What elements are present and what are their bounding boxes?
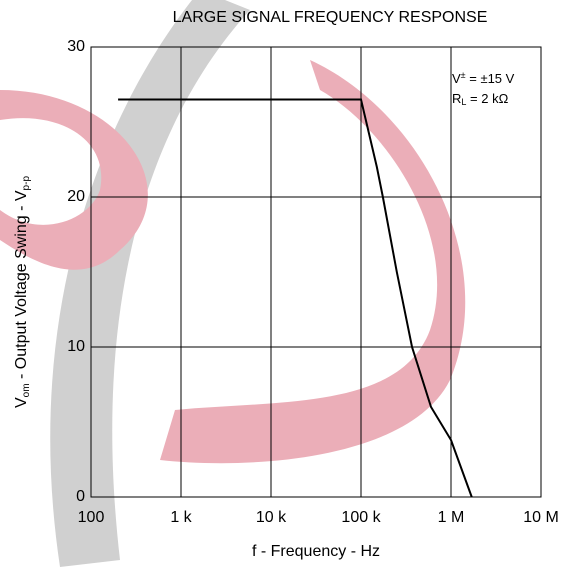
watermark-pink <box>160 60 466 464</box>
annotation-part: = ±15 V <box>466 71 515 86</box>
y-axis-label-part: p-p <box>21 176 32 191</box>
y-tick-label: 30 <box>67 38 85 55</box>
x-tick-label: 1 M <box>438 509 465 526</box>
y-axis-label: Vom - Output Voltage Swing - Vp-p <box>13 176 31 408</box>
y-axis-label-part: om <box>21 383 32 397</box>
x-tick-label: 1 k <box>170 509 192 526</box>
annotation: RL = 2 kΩ <box>452 91 509 107</box>
y-tick-label: 0 <box>76 488 85 505</box>
watermark-pink <box>0 90 148 270</box>
x-tick-label: 100 k <box>341 509 381 526</box>
annotation-part: = 2 kΩ <box>466 91 508 106</box>
x-tick-label: 10 k <box>256 509 287 526</box>
watermark-gray <box>50 0 250 567</box>
annotation-part: L <box>461 97 466 107</box>
annotation: V± = ±15 V <box>452 70 515 86</box>
chart-title: LARGE SIGNAL FREQUENCY RESPONSE <box>173 9 488 26</box>
annotation-part: ± <box>461 70 466 80</box>
annotation-part: R <box>452 91 461 106</box>
watermark <box>0 0 466 567</box>
annotation-part: V <box>452 71 461 86</box>
x-tick-label: 100 <box>78 509 105 526</box>
y-tick-label: 20 <box>67 188 85 205</box>
y-axis-label-part: - Output Voltage Swing - V <box>13 190 30 383</box>
y-axis-label-part: V <box>13 397 30 408</box>
line <box>118 98 473 498</box>
x-axis-label: f - Frequency - Hz <box>252 543 380 560</box>
y-tick-label: 10 <box>67 338 85 355</box>
x-tick-label: 10 M <box>523 509 559 526</box>
